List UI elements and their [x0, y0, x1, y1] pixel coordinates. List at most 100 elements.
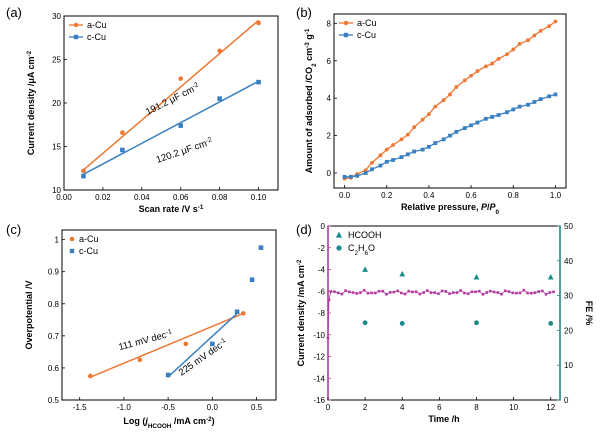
x-tick-label: 0.6 — [466, 191, 478, 200]
y-tick-label: 25 — [52, 56, 61, 65]
fe-point-hcooh — [399, 270, 406, 277]
data-point-a-Cu — [384, 147, 389, 152]
data-point-c-Cu — [475, 120, 480, 125]
y-tick-label: -16 — [313, 396, 325, 405]
current-density-point — [515, 291, 518, 295]
data-point-a-Cu — [405, 132, 410, 137]
x-tick-label: 10 — [509, 403, 518, 412]
current-density-point — [333, 290, 336, 294]
current-density-point — [326, 336, 330, 340]
current-density-point — [437, 292, 440, 296]
data-point-c-Cu — [483, 116, 488, 121]
data-point-c-Cu — [538, 97, 543, 102]
current-density-point — [374, 291, 377, 295]
current-density-point — [400, 291, 403, 295]
x-axis-title: Time /h — [428, 414, 459, 424]
data-point-c-Cu — [178, 123, 184, 128]
data-point-a-Cu — [378, 153, 383, 158]
current-density-point — [533, 291, 537, 294]
data-point-c-Cu — [511, 107, 516, 112]
x-tick-label: 0.04 — [134, 193, 150, 202]
current-density-point — [351, 291, 355, 294]
x-tick-label: 0.10 — [251, 193, 267, 202]
data-point-a-Cu — [547, 24, 552, 29]
data-point-c-Cu — [249, 277, 255, 283]
current-density-point — [362, 288, 366, 292]
current-density-point — [448, 292, 451, 295]
x-tick-label: 1.0 — [550, 191, 562, 200]
current-density-point — [355, 292, 359, 295]
current-density-point — [463, 291, 466, 295]
data-point-a-Cu — [81, 168, 86, 174]
current-density-point — [377, 289, 381, 293]
data-point-c-Cu — [420, 147, 425, 152]
current-density-point — [503, 289, 507, 293]
current-density-point — [537, 290, 540, 293]
current-density-point — [492, 290, 496, 294]
x-axis-title: Log (jHCOOH /mA cm-2) — [123, 416, 214, 430]
data-point-a-Cu — [427, 112, 431, 116]
data-point-c-Cu — [165, 372, 171, 378]
x-tick-label: 0.08 — [212, 193, 228, 202]
current-density-point — [370, 291, 373, 295]
data-point-c-Cu — [547, 94, 552, 99]
y-right-tick-label: 30 — [564, 292, 573, 301]
current-density-point — [359, 291, 362, 294]
panel-b: 0.0 0.2 0.4 0.6 0.8 1.0 0 2 4 6 8 (b) a-Cu c-Cu Relati… — [296, 5, 567, 216]
data-point-a-Cu — [475, 69, 480, 73]
fit-line-c-Cu — [167, 312, 238, 378]
data-point-c-Cu — [553, 92, 558, 97]
current-density-point — [422, 291, 425, 294]
current-density-point — [336, 291, 340, 295]
x-axis-title: Relative pressure, P/P0 — [401, 202, 500, 216]
legend-a-cu-marker — [343, 20, 349, 26]
current-density-point — [511, 291, 514, 295]
legend-a-cu-marker — [73, 22, 79, 28]
data-point-c-Cu — [348, 174, 353, 179]
legend-c2h6o-marker — [336, 245, 342, 251]
data-point-a-Cu — [526, 38, 530, 43]
y-tick-label: 0 — [327, 169, 332, 178]
current-density-point — [340, 292, 344, 296]
current-density-point — [466, 292, 470, 295]
current-density-point — [451, 291, 455, 294]
data-point-a-Cu — [87, 373, 93, 379]
current-density-point — [477, 289, 481, 293]
x-tick-label: 0.06 — [173, 193, 189, 202]
current-density-point — [411, 290, 414, 294]
data-point-c-Cu — [405, 152, 410, 157]
data-point-c-Cu — [234, 309, 240, 315]
legend-c2h6o-label: C2H6O — [348, 243, 375, 257]
legend-c-cu-marker — [73, 34, 79, 40]
y-right-axis-title: FE /% — [584, 301, 594, 326]
x-tick-label: 6 — [437, 403, 442, 412]
current-density-point — [396, 289, 399, 293]
y-tick-label: -10 — [313, 331, 325, 340]
x-tick-label: 0.2 — [381, 191, 393, 200]
current-density-point — [344, 289, 347, 292]
panel-label-b: (b) — [296, 5, 312, 20]
data-point-c-Cu — [412, 149, 417, 154]
panel-c: -1.5 -1.0 -0.5 0.0 0.5 0.5 0.6 0.7 0.8 0.9 1 (c) a-C… — [6, 222, 277, 430]
current-density-point — [407, 289, 411, 293]
current-density-point — [348, 290, 351, 294]
fe-point-hcooh — [547, 274, 554, 280]
current-density-point — [500, 292, 503, 296]
y-axis-title: Amount of adsorbed /CO2 cm-3 g-1 — [304, 28, 318, 173]
y-tick-label: -14 — [313, 374, 325, 383]
current-density-point — [418, 292, 422, 296]
current-density-point — [481, 293, 485, 296]
fe-point-c2h6o — [362, 320, 368, 326]
data-point-c-Cu — [526, 102, 530, 107]
x-tick-label: 0.8 — [508, 191, 520, 200]
data-point-c-Cu — [532, 100, 537, 104]
data-point-a-Cu — [490, 61, 495, 66]
y-tick-label: 0 — [321, 222, 326, 231]
y-right-tick-label: 40 — [564, 257, 573, 266]
data-point-a-Cu — [256, 20, 261, 26]
data-point-a-Cu — [496, 57, 501, 61]
current-density-point — [485, 291, 488, 294]
panel-label-c: (c) — [6, 222, 21, 237]
data-point-c-Cu — [258, 245, 264, 250]
data-point-a-Cu — [412, 125, 417, 130]
